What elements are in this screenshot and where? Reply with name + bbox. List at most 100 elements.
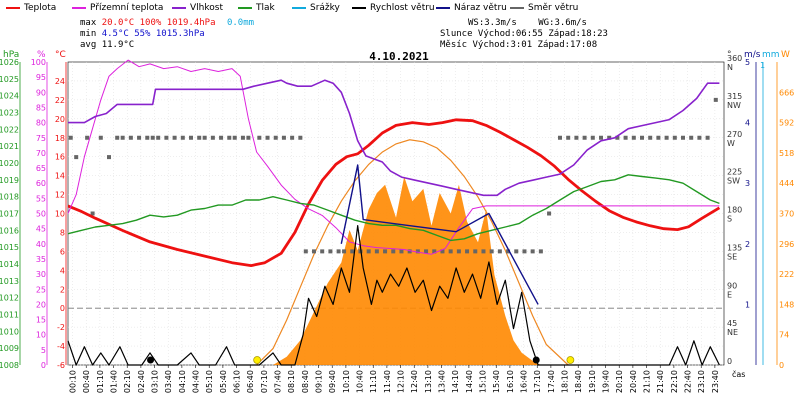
wind-dir-compass-label: E <box>727 290 732 299</box>
wind-tick-label: 3 <box>745 179 750 188</box>
x-tick-label: 08:10 <box>287 370 296 393</box>
x-tick-label: 14:40 <box>465 370 474 393</box>
stats-wind: WS:3.3m/s WG:3.6m/s <box>468 18 587 28</box>
x-tick-label: 01:40 <box>110 370 119 393</box>
temperature-tick-label: -4 <box>57 342 65 351</box>
wind-dir-compass-label: SW <box>727 177 740 186</box>
wind-direction-point <box>582 135 587 140</box>
x-tick-label: 15:10 <box>479 370 488 393</box>
x-tick-label: 15:40 <box>492 370 501 393</box>
x-tick-label: 10:10 <box>342 370 351 393</box>
wind-direction-point <box>599 135 603 140</box>
wind-direction-point <box>374 249 379 254</box>
x-tick-label: 22:10 <box>670 370 679 393</box>
wind-direction-point <box>145 135 150 140</box>
wind-direction-point <box>547 211 552 216</box>
wind-direction-point <box>473 249 478 254</box>
humidity-tick-label: 10 <box>36 331 46 340</box>
wind-direction-point <box>481 249 486 254</box>
legend-item-temperature: Teplota <box>6 1 56 15</box>
wind-dir-tick-label: 180 <box>727 206 742 215</box>
stats-wind-gust: WG:3.6m/s <box>538 18 587 28</box>
wind-dir-tick-label: 315 <box>727 92 742 101</box>
wind-direction-point <box>290 135 295 140</box>
pressure-tick-label: 1013 <box>0 277 19 286</box>
x-tick-label: 06:10 <box>233 370 242 393</box>
x-tick-label: 03:10 <box>151 370 160 393</box>
wind-direction-point <box>497 249 502 254</box>
wind-direction-point <box>281 135 286 140</box>
wind-direction-point <box>713 97 718 102</box>
x-tick-label: 01:10 <box>96 370 105 393</box>
wind-direction-point <box>85 135 90 140</box>
wind-direction-point <box>432 249 437 254</box>
pressure-tick-label: 1020 <box>0 159 19 168</box>
x-tick-label: 11:40 <box>383 370 392 393</box>
humidity-tick-label: 45 <box>36 225 46 234</box>
solar-tick-label: 148 <box>779 300 794 309</box>
stats-min-pressure: 1015.3hPa <box>155 29 205 39</box>
series-line-4 <box>67 225 720 366</box>
wind-direction-point <box>137 135 142 140</box>
series-line-2 <box>68 79 720 197</box>
solar-tick-label: 370 <box>779 210 794 219</box>
wind-direction-point <box>350 249 355 254</box>
x-tick-label: 13:40 <box>438 370 447 393</box>
wind-direction-point <box>342 249 347 254</box>
humidity-tick-label: 20 <box>36 300 46 309</box>
x-tick-label: 13:10 <box>424 370 433 393</box>
wind-tick-label: 4 <box>745 119 750 128</box>
time-axis-label: čas <box>732 369 745 379</box>
x-tick-label: 04:40 <box>192 370 201 393</box>
pressure-tick-label: 1019 <box>0 176 19 185</box>
wind-direction-point <box>689 135 694 140</box>
pressure-tick-label: 1012 <box>0 294 19 303</box>
wind-direction-point <box>128 135 133 140</box>
stats-min-temp: 4.5°C <box>101 29 129 39</box>
wind-direction-point <box>246 135 251 140</box>
x-tick-label: 03:40 <box>164 370 173 393</box>
x-tick-label: 09:10 <box>315 370 324 393</box>
temperature-unit-label: °C <box>55 50 66 60</box>
legend-label: Náraz větru <box>454 3 507 13</box>
wind-direction-point <box>303 249 308 254</box>
pressure-tick-label: 1008 <box>0 361 19 370</box>
legend-label: Vlhkost <box>190 3 223 13</box>
x-tick-label: 05:40 <box>219 370 228 393</box>
pressure-tick-label: 1016 <box>0 226 19 235</box>
humidity-tick-label: 55 <box>36 194 46 203</box>
legend-item-pressure: Tlak <box>238 1 275 15</box>
wind-direction-point <box>489 249 494 254</box>
wind-direction-point <box>574 135 579 140</box>
wind-dir-tick-label: 360 <box>727 54 742 63</box>
wind-dir-tick-label: 0 <box>727 357 732 366</box>
legend-swatch <box>72 7 86 9</box>
moon-rise-marker <box>147 356 155 364</box>
legend-swatch <box>436 7 450 9</box>
solar-tick-label: 222 <box>779 270 794 279</box>
temperature-tick-label: 18 <box>55 134 65 143</box>
x-tick-label: 16:40 <box>520 370 529 393</box>
wind-direction-point <box>558 135 562 140</box>
solar-theoretical-line <box>256 139 569 366</box>
stats-min-row: min 4.5°C 55% 1015.3hPa <box>80 29 205 39</box>
stats-max-row: max 20.0°C 100% 1019.4hPa 0.0mm <box>80 18 254 28</box>
humidity-unit-label: % <box>37 50 46 60</box>
legend-swatch <box>172 7 186 9</box>
x-tick-label: 12:10 <box>397 370 406 393</box>
stats-avg-row: avg 11.9°C <box>80 40 134 50</box>
stats-min-humidity: 55% <box>134 29 151 39</box>
temperature-tick-label: 24 <box>55 77 65 86</box>
wind-direction-point <box>538 249 543 254</box>
solar-tick-label: 296 <box>779 240 794 249</box>
pressure-tick-label: 1010 <box>0 327 19 336</box>
x-tick-label: 18:40 <box>574 370 583 393</box>
humidity-tick-label: 30 <box>36 270 46 279</box>
series-line-1 <box>67 59 720 255</box>
pressure-unit-label: hPa <box>3 50 19 60</box>
x-tick-label: 11:10 <box>369 370 378 393</box>
x-tick-label: 17:40 <box>547 370 556 393</box>
wind-dir-tick-label: 225 <box>727 168 742 177</box>
temperature-tick-label: 2 <box>60 285 65 294</box>
x-tick-label: 19:40 <box>602 370 611 393</box>
